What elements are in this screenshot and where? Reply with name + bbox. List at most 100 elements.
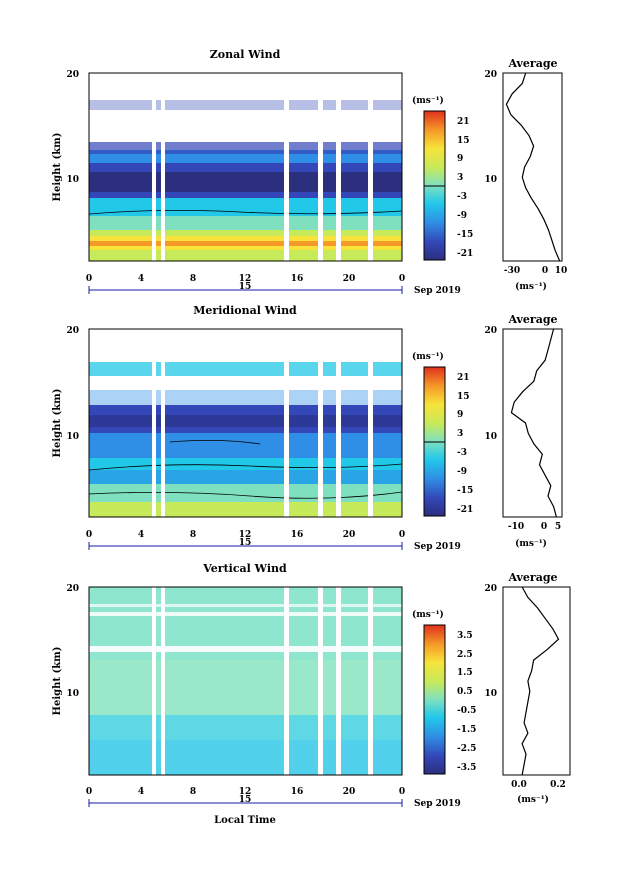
- x-tick-label: 12: [239, 787, 252, 797]
- profile-line: [521, 586, 560, 776]
- x-tick-label: 8: [190, 787, 196, 797]
- date-axis: 15 Sep 2019: [88, 538, 461, 552]
- profile-x-label: (ms⁻¹): [515, 538, 547, 549]
- x-tick-label: 0: [399, 530, 405, 540]
- colorbar: (ms⁻¹) 21 15 9 3 -3 -9 -15 -21: [412, 95, 473, 261]
- month-label: Sep 2019: [414, 799, 461, 809]
- date-label: 15: [239, 538, 252, 548]
- y-axis-labels: 20 10 Height (km): [52, 584, 79, 715]
- plot-frame: [88, 72, 403, 262]
- colorbar-tick-label: 3.5: [457, 631, 473, 641]
- month-label: Sep 2019: [414, 542, 461, 552]
- y-axis-label: Height (km): [52, 389, 63, 458]
- profile-x-tick: 0: [541, 522, 547, 532]
- profile-x-tick: -30: [504, 266, 520, 276]
- plot-frame: [88, 328, 403, 518]
- colorbar: (ms⁻¹) 21 15 9 3 -3 -9 -15 -21: [412, 351, 473, 517]
- colorbar-tick-label: -9: [457, 467, 467, 477]
- average-profile: Average 20 10 -30 0 10 (ms⁻¹): [484, 57, 567, 292]
- colorbar-tick-label: 9: [457, 154, 463, 164]
- colorbar-tick-label: 3: [457, 173, 463, 183]
- x-tick-label: 0: [399, 787, 405, 797]
- heatmap-meridional: [89, 329, 402, 517]
- colorbar-tick-label: 3: [457, 429, 463, 439]
- colorbar-unit: (ms⁻¹): [412, 609, 444, 620]
- average-profile: Average 20 10 -10 0 5 (ms⁻¹): [484, 313, 563, 549]
- profile-y-tick: 20: [484, 326, 497, 336]
- date-axis: 15 Sep 2019 Local Time: [88, 795, 461, 826]
- colorbar-tick-label: -15: [457, 486, 473, 496]
- profile-x-tick: 0: [542, 266, 548, 276]
- colorbar-tick-label: 9: [457, 410, 463, 420]
- x-tick-label: 0: [86, 530, 92, 540]
- colorbar-tick-label: 2.5: [457, 650, 473, 660]
- x-tick-label: 12: [239, 274, 252, 284]
- profile-title: Average: [507, 571, 557, 584]
- x-tick-label: 4: [138, 274, 144, 284]
- colorbar-tick-label: -9: [457, 211, 467, 221]
- x-tick-label: 16: [291, 787, 304, 797]
- y-tick-label: 10: [66, 432, 79, 442]
- colorbar-scale: [423, 624, 446, 775]
- colorbar-tick-label: 21: [457, 117, 470, 127]
- x-axis-labels: 0 4 8 12 16 20 0: [86, 787, 405, 797]
- y-tick-label: 20: [66, 584, 79, 594]
- month-label: Sep 2019: [414, 286, 461, 296]
- x-tick-label: 16: [291, 530, 304, 540]
- colorbar-tick-label: 1.5: [457, 668, 473, 678]
- colorbar-unit: (ms⁻¹): [412, 351, 444, 362]
- profile-x-tick: -10: [508, 522, 524, 532]
- x-tick-label: 0: [86, 787, 92, 797]
- y-axis-label: Height (km): [52, 133, 63, 202]
- colorbar-tick-label: 0.5: [457, 687, 473, 697]
- y-axis-labels: 20 10 Height (km): [52, 326, 79, 457]
- panel-meridional-wind: Meridional Wind 20 10 Height: [52, 304, 563, 552]
- colorbar-tick-label: 21: [457, 373, 470, 383]
- x-tick-label: 16: [291, 274, 304, 284]
- x-tick-label: 20: [343, 530, 356, 540]
- x-axis-labels: 0 4 8 12 16 20 0: [86, 530, 405, 540]
- colorbar-tick-label: -21: [457, 505, 473, 515]
- colorbar-tick-label: -0.5: [457, 706, 476, 716]
- colorbar-tick-label: -3.5: [457, 763, 476, 773]
- profile-x-tick: 5: [555, 522, 561, 532]
- x-tick-label: 4: [138, 530, 144, 540]
- x-tick-label: 20: [343, 274, 356, 284]
- panel-vertical-wind: Vertical Wind 20 10 Height (km) 0 4 8: [52, 562, 571, 826]
- y-tick-label: 20: [66, 70, 79, 80]
- x-tick-label: 12: [239, 530, 252, 540]
- date-label: 15: [239, 282, 252, 292]
- colorbar: (ms⁻¹) 3.5 2.5 1.5 0.5 -0.5 -1.5 -2.5 -3…: [412, 609, 476, 775]
- x-tick-label: 20: [343, 787, 356, 797]
- y-tick-label: 10: [66, 689, 79, 699]
- date-axis: 15 Sep 2019: [88, 282, 461, 296]
- panel-title: Zonal Wind: [210, 48, 281, 61]
- x-tick-label: 0: [399, 274, 405, 284]
- panel-zonal-wind: Zonal Wind 20 10 Height (km): [52, 48, 567, 296]
- x-tick-label: 8: [190, 274, 196, 284]
- colorbar-tick-label: -15: [457, 230, 473, 240]
- profile-y-tick: 20: [484, 70, 497, 80]
- x-tick-label: 4: [138, 787, 144, 797]
- profile-y-tick: 20: [484, 584, 497, 594]
- colorbar-tick-label: 15: [457, 392, 470, 402]
- x-tick-label: 0: [86, 274, 92, 284]
- profile-x-tick: 0.0: [511, 780, 527, 790]
- profile-x-label: (ms⁻¹): [517, 794, 549, 805]
- profile-y-tick: 10: [484, 175, 497, 185]
- colorbar-tick-label: -3: [457, 448, 467, 458]
- plot-frame: [88, 586, 403, 776]
- profile-x-tick: 10: [555, 266, 568, 276]
- x-axis-labels: 0 4 8 12 16 20 0: [86, 274, 405, 284]
- colorbar-tick-label: 15: [457, 136, 470, 146]
- y-axis-labels: 20 10 Height (km): [52, 70, 79, 201]
- profile-line: [510, 328, 557, 518]
- colorbar-tick-label: -2.5: [457, 744, 476, 754]
- profile-x-label: (ms⁻¹): [515, 281, 547, 292]
- profile-line: [505, 72, 561, 262]
- colorbar-unit: (ms⁻¹): [412, 95, 444, 106]
- panel-title: Vertical Wind: [202, 562, 287, 575]
- average-profile: Average 20 10 0.0 0.2 (ms⁻¹): [484, 571, 571, 805]
- colorbar-tick-label: -3: [457, 192, 467, 202]
